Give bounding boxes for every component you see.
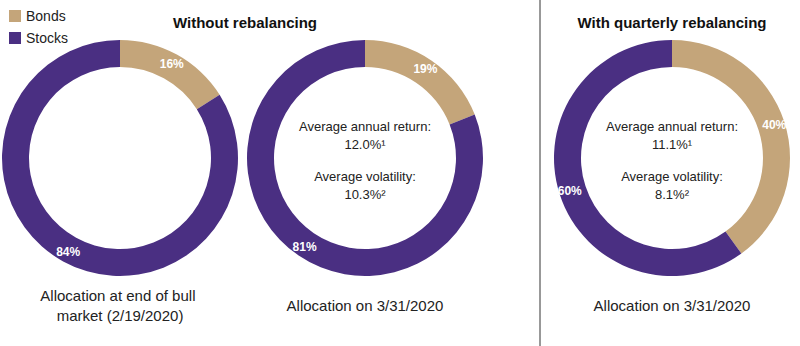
svg-text:19%: 19% (413, 62, 437, 76)
svg-text:With quarterly rebalancing: With quarterly rebalancing (577, 14, 766, 31)
svg-text:10.3%²: 10.3%² (344, 187, 386, 202)
svg-text:60%: 60% (558, 184, 582, 198)
svg-text:16%: 16% (160, 57, 184, 71)
svg-text:Allocation on 3/31/2020: Allocation on 3/31/2020 (287, 297, 444, 314)
svg-text:Without rebalancing: Without rebalancing (173, 14, 317, 31)
svg-text:84%: 84% (56, 245, 80, 259)
svg-text:Allocation on 3/31/2020: Allocation on 3/31/2020 (594, 297, 751, 314)
svg-text:Bonds: Bonds (26, 8, 66, 24)
svg-text:Allocation at end of bull: Allocation at end of bull (40, 287, 199, 304)
svg-text:Average annual return:: Average annual return: (299, 119, 431, 134)
svg-text:Average volatility:: Average volatility: (621, 169, 723, 184)
svg-text:Stocks: Stocks (26, 30, 68, 46)
svg-text:11.1%¹: 11.1%¹ (652, 137, 693, 152)
svg-text:40%: 40% (762, 118, 786, 132)
svg-text:8.1%²: 8.1%² (655, 187, 690, 202)
svg-text:Average annual return:: Average annual return: (606, 119, 738, 134)
svg-text:12.0%¹: 12.0%¹ (344, 137, 386, 152)
svg-text:Average volatility:: Average volatility: (314, 169, 416, 184)
svg-text:81%: 81% (293, 240, 317, 254)
svg-text:market (2/19/2020): market (2/19/2020) (57, 307, 184, 324)
